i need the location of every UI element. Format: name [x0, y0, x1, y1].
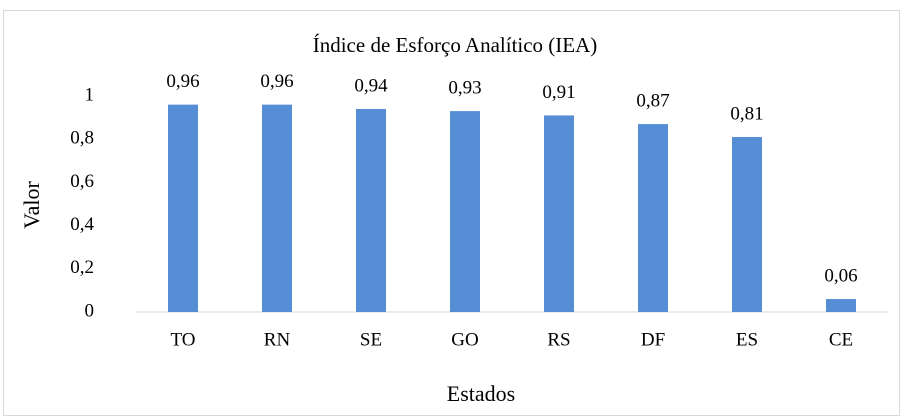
data-label: 0,06 [824, 265, 857, 286]
x-tick-label: GO [451, 329, 478, 350]
bar [262, 104, 292, 312]
x-tick-label: DF [641, 329, 665, 350]
y-tick-label: 1 [85, 84, 95, 105]
x-tick-label: SE [360, 329, 382, 350]
x-axis-title: Estados [447, 381, 515, 406]
y-tick-label: 0 [85, 300, 95, 321]
bar [450, 111, 480, 313]
x-tick-label: RS [547, 329, 570, 350]
bar [732, 137, 762, 312]
data-label: 0,96 [260, 71, 293, 92]
data-label: 0,81 [730, 103, 763, 124]
y-tick-label: 0,6 [70, 171, 94, 192]
x-tick-label: ES [736, 329, 758, 350]
bar [168, 104, 198, 312]
data-label: 0,93 [448, 77, 481, 98]
bar [638, 124, 668, 312]
bar [544, 115, 574, 312]
y-tick-label: 0,2 [70, 257, 94, 278]
y-tick-label: 0,8 [70, 128, 94, 149]
y-tick-label: 0,4 [70, 214, 94, 235]
data-label: 0,91 [542, 82, 575, 103]
x-tick-label: TO [171, 329, 196, 350]
data-label: 0,87 [636, 90, 669, 111]
y-axis-title: Valor [19, 181, 44, 229]
x-tick-label: RN [264, 329, 291, 350]
data-label: 0,94 [354, 75, 388, 96]
x-tick-label: CE [829, 329, 853, 350]
bar [356, 108, 386, 313]
chart-title: Índice de Esforço Analítico (IEA) [313, 33, 598, 57]
bar [826, 299, 856, 312]
data-label: 0,96 [166, 71, 199, 92]
